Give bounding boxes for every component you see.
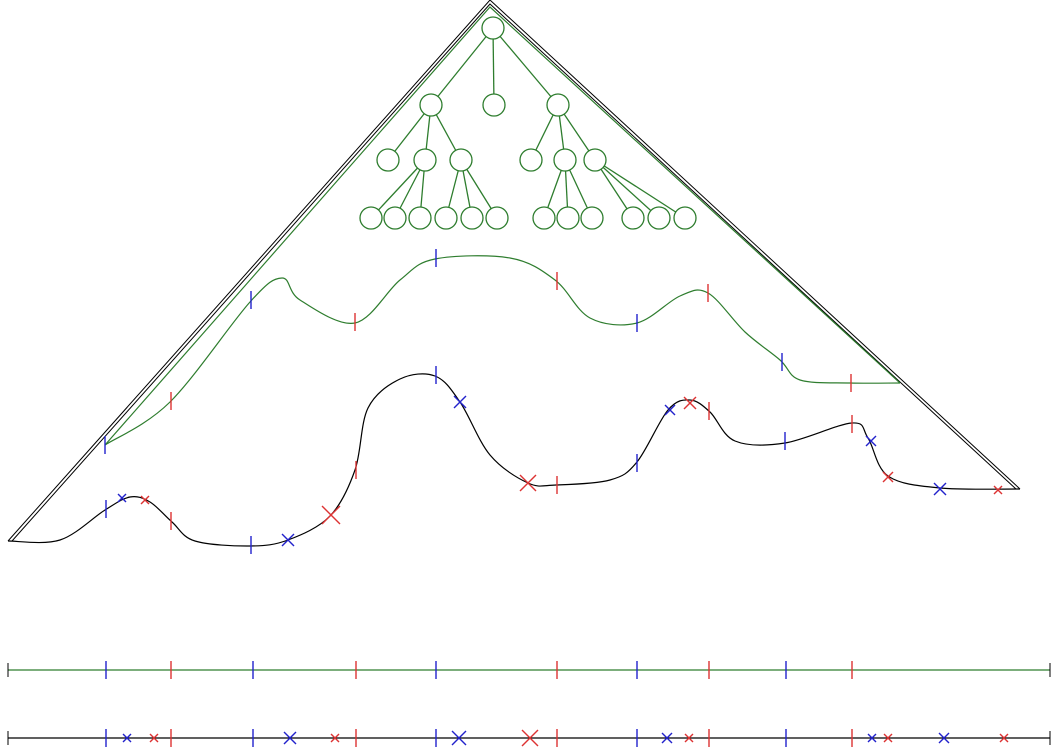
tree-node	[383, 206, 407, 230]
cross	[281, 533, 295, 547]
tree-node	[413, 148, 437, 172]
tree-node	[481, 16, 505, 40]
cross	[664, 404, 676, 416]
tree-edge	[370, 159, 426, 219]
cross	[283, 731, 297, 745]
cross	[321, 505, 341, 525]
cross	[865, 435, 877, 447]
cross	[883, 733, 893, 743]
tree-edge	[594, 159, 686, 219]
cross	[140, 495, 150, 505]
outer-triangle	[7, 0, 1021, 542]
tree-edge	[594, 159, 660, 219]
tree-node	[553, 148, 577, 172]
tree	[359, 16, 697, 230]
cross	[519, 474, 537, 492]
tree-node	[546, 93, 570, 117]
cross	[117, 493, 127, 503]
inner-triangle	[104, 6, 901, 446]
tree-node	[532, 206, 556, 230]
green-curve	[104, 255, 901, 446]
tree-node	[580, 206, 604, 230]
cross	[122, 733, 132, 743]
tree-node	[485, 206, 509, 230]
tree-node	[519, 148, 543, 172]
black-curve	[7, 373, 1021, 547]
tree-node	[408, 206, 432, 230]
cross	[683, 396, 697, 410]
marks	[7, 249, 1051, 747]
cross	[867, 733, 877, 743]
tree-node	[673, 206, 697, 230]
cross	[451, 730, 467, 746]
cross	[661, 732, 673, 744]
cross	[882, 471, 894, 483]
curves	[7, 255, 1050, 739]
tree-node	[434, 206, 458, 230]
outer-triangle-inner	[11, 3, 1017, 542]
tree-node	[460, 206, 484, 230]
tree-node	[376, 148, 400, 172]
tree-node	[647, 206, 671, 230]
tree-node	[583, 148, 607, 172]
tree-node	[482, 93, 506, 117]
cross	[521, 729, 539, 747]
tree-node	[359, 206, 383, 230]
cross	[933, 482, 947, 496]
cross	[684, 733, 694, 743]
tree-edge	[430, 27, 494, 106]
tree-node	[419, 93, 443, 117]
tree-edge	[492, 27, 495, 106]
cross	[330, 733, 340, 743]
cross	[453, 395, 467, 409]
cross	[149, 733, 159, 743]
cross	[999, 733, 1009, 743]
tree-node	[621, 206, 645, 230]
tree-edge	[492, 27, 559, 106]
cross	[938, 732, 950, 744]
cross	[993, 485, 1003, 495]
tree-node	[449, 148, 473, 172]
tree-node	[556, 206, 580, 230]
